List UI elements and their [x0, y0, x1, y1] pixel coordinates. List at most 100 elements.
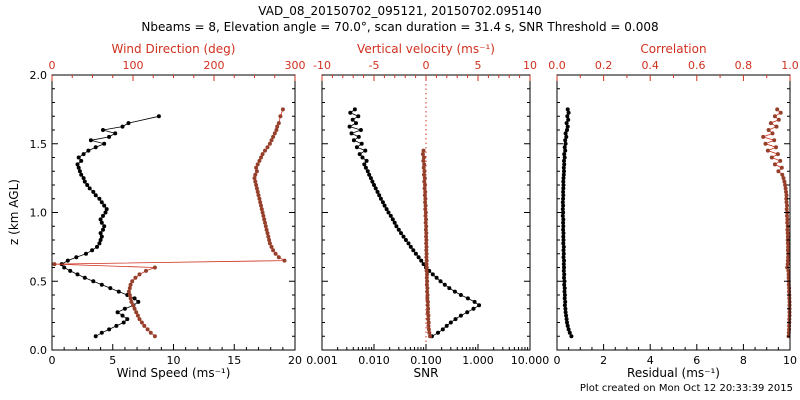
residual-point: [561, 255, 566, 260]
wind-speed-point: [79, 158, 84, 163]
correlation-point: [772, 114, 777, 119]
snr-point: [390, 217, 395, 222]
correlation-point: [775, 152, 780, 157]
wind-direction-point: [126, 289, 131, 294]
residual-point: [561, 203, 566, 208]
correlation-point: [785, 231, 790, 236]
wind-direction-point: [273, 251, 278, 256]
snr-point: [477, 303, 482, 308]
vertical-velocity-point: [425, 293, 430, 297]
residual-point: [561, 238, 566, 242]
wind-speed-point: [62, 265, 67, 270]
wind-direction-point: [257, 196, 262, 201]
wind-direction-point: [259, 207, 264, 212]
residual-point: [563, 310, 568, 315]
tick-label: 0.4: [641, 59, 659, 72]
residual-point: [562, 152, 567, 157]
wind-direction-point: [274, 128, 279, 132]
residual-point: [562, 145, 567, 150]
snr-point: [434, 275, 439, 280]
vertical-velocity-point: [425, 279, 430, 284]
tick-label: 6: [693, 354, 700, 367]
snr-point: [392, 220, 397, 225]
residual-point: [561, 193, 566, 198]
tick-label: 8: [740, 354, 747, 367]
wind-speed-point: [93, 193, 98, 198]
wind-direction-point: [253, 172, 258, 177]
wind-speed-point: [97, 241, 102, 246]
residual-point: [561, 241, 566, 246]
residual-point: [566, 327, 571, 332]
residual-point: [561, 231, 566, 236]
residual-point: [565, 124, 570, 129]
wind-speed-point: [82, 179, 87, 184]
snr-point: [421, 262, 426, 267]
vertical-velocity-point: [426, 313, 431, 318]
wind-speed-point: [82, 275, 87, 280]
snr-point: [350, 117, 355, 122]
vertical-velocity-point: [424, 244, 429, 249]
wind-speed-point: [91, 189, 96, 194]
snr-point: [358, 128, 363, 132]
residual-point: [561, 172, 566, 177]
residual-point: [562, 296, 567, 301]
residual-point: [562, 293, 567, 297]
residual-point: [564, 134, 569, 139]
snr-point: [382, 203, 387, 208]
residual-point: [562, 286, 567, 291]
correlation-point: [776, 117, 781, 122]
wind-speed-point: [103, 210, 108, 215]
vertical-velocity-point: [422, 186, 427, 191]
wind-direction-point: [267, 141, 272, 146]
tick-label: 1.0: [30, 207, 48, 220]
snr-point: [352, 107, 357, 112]
wind-speed-point: [75, 272, 80, 277]
vertical-velocity-point: [422, 176, 427, 181]
correlation-point: [772, 138, 777, 143]
wind-direction-point: [137, 317, 142, 322]
correlation-point: [784, 189, 788, 194]
vertical-velocity-point: [422, 193, 427, 198]
tick-label: 100: [123, 59, 144, 72]
snr-point: [373, 186, 378, 191]
wind-speed-point: [77, 169, 82, 174]
correlation-point: [785, 220, 790, 225]
snr-point: [472, 299, 477, 304]
wind-direction-point: [267, 238, 272, 242]
tick-label: 200: [204, 59, 225, 72]
residual-point: [561, 248, 566, 253]
tick-label: -5: [369, 59, 380, 72]
correlation-point: [778, 158, 783, 163]
wind-speed-point: [102, 141, 107, 146]
snr-point: [351, 138, 356, 143]
vertical-velocity-point: [425, 303, 430, 308]
residual-point: [565, 320, 569, 325]
wind-direction-point: [152, 265, 157, 270]
vertical-velocity-point: [425, 286, 430, 291]
residual-point: [561, 251, 566, 256]
tick-label: 15: [227, 354, 241, 367]
vertical-velocity-point: [424, 231, 429, 236]
residual-point: [566, 117, 571, 122]
wind-speed-point: [84, 251, 88, 256]
correlation-point: [774, 124, 779, 129]
wind-speed-point: [121, 320, 126, 325]
correlation-point: [766, 128, 771, 132]
snr-point: [396, 227, 401, 232]
residual-point: [562, 289, 567, 294]
wind-speed-point: [79, 172, 84, 177]
wind-speed-point: [99, 234, 104, 239]
residual-point: [562, 303, 567, 308]
snr-point: [394, 224, 399, 229]
snr-point: [442, 282, 447, 287]
tick-label: 4: [647, 354, 654, 367]
wind-speed-point: [132, 296, 137, 301]
wind-direction-point: [271, 134, 276, 139]
correlation-point: [785, 258, 790, 263]
snr-point: [365, 169, 370, 174]
vertical-velocity-point: [424, 258, 429, 263]
wind-direction-point: [127, 286, 132, 291]
wind-direction-point: [132, 306, 137, 311]
snr-point: [411, 248, 416, 253]
